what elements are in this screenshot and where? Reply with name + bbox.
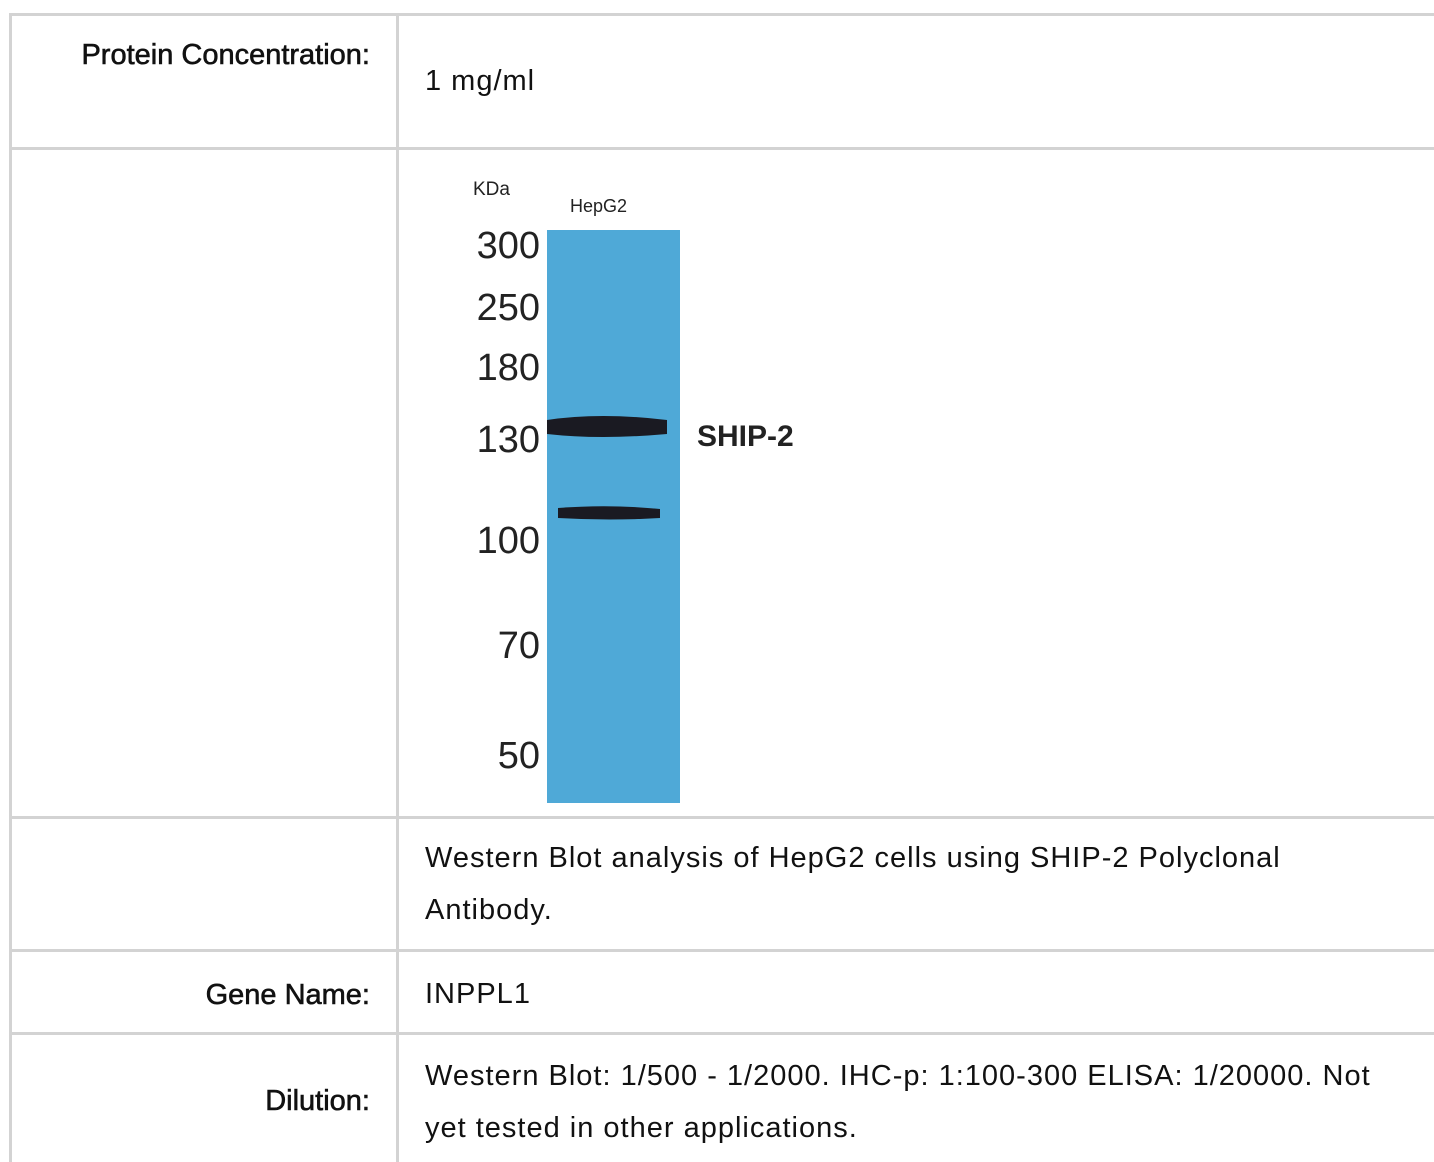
row-border bbox=[10, 147, 1434, 150]
row-label: Gene Name: bbox=[205, 979, 370, 1012]
marker-label: 300 bbox=[477, 225, 540, 267]
band-label: SHIP-2 bbox=[697, 420, 794, 453]
marker-label: 180 bbox=[477, 347, 540, 389]
row-label: Protein Concentration: bbox=[81, 39, 370, 72]
marker-label: 130 bbox=[477, 419, 540, 461]
row-label: Dilution: bbox=[265, 1085, 370, 1118]
row-border bbox=[10, 949, 1434, 952]
marker-label: 100 bbox=[477, 520, 540, 562]
marker-label: 70 bbox=[498, 625, 540, 667]
row-value: Western Blot: 1/500 - 1/2000. IHC-p: 1:1… bbox=[425, 1060, 1371, 1144]
marker-label: 50 bbox=[498, 735, 540, 777]
row-value: Western Blot analysis of HepG2 cells usi… bbox=[425, 842, 1281, 926]
marker-label: 250 bbox=[477, 287, 540, 329]
lane-label: HepG2 bbox=[570, 196, 627, 216]
column-border bbox=[396, 13, 399, 1162]
row-value: 1 mg/ml bbox=[425, 65, 536, 97]
row-border bbox=[10, 13, 1434, 16]
column-border bbox=[9, 13, 12, 1162]
row-value: INPPL1 bbox=[425, 978, 531, 1010]
unit-label: KDa bbox=[473, 179, 510, 200]
band bbox=[558, 506, 660, 520]
row-border bbox=[10, 1032, 1434, 1035]
row-border bbox=[10, 816, 1434, 819]
band bbox=[547, 416, 667, 437]
